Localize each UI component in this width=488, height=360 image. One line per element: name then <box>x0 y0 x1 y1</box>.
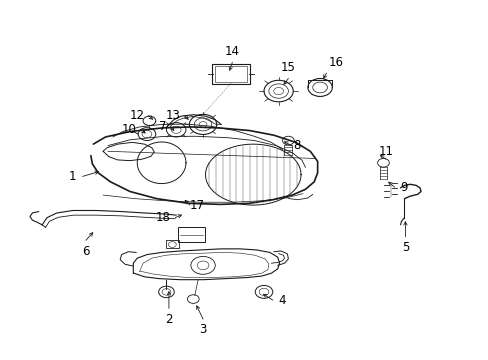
Text: 15: 15 <box>281 61 295 74</box>
Text: 2: 2 <box>165 313 172 326</box>
Text: 6: 6 <box>82 244 90 257</box>
Text: 18: 18 <box>155 211 170 224</box>
Text: 11: 11 <box>378 145 393 158</box>
Text: 12: 12 <box>129 109 144 122</box>
Text: 9: 9 <box>400 181 407 194</box>
Text: 4: 4 <box>278 294 285 307</box>
Text: 7: 7 <box>159 120 166 133</box>
Text: 13: 13 <box>165 109 180 122</box>
Text: 1: 1 <box>69 170 76 183</box>
Text: 5: 5 <box>401 241 408 254</box>
Text: 14: 14 <box>224 45 239 58</box>
Text: 16: 16 <box>328 56 343 69</box>
Text: 10: 10 <box>121 123 136 136</box>
Text: 3: 3 <box>199 323 206 337</box>
Text: 8: 8 <box>293 139 300 152</box>
Text: 17: 17 <box>189 199 204 212</box>
